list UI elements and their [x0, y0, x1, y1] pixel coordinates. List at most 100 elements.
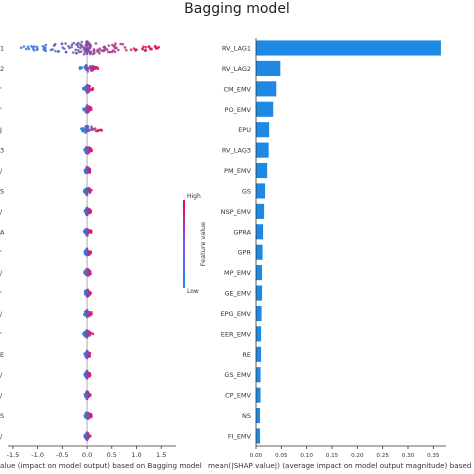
- beeswarm-row-label: ': [0, 106, 2, 114]
- bar-category-label: EPG_EMV: [221, 310, 252, 318]
- bar-category-label: GE_EMV: [224, 290, 251, 298]
- shap-point: [87, 129, 91, 133]
- colorbar: High Low Feature value: [183, 193, 207, 295]
- shap-point: [85, 314, 89, 317]
- shap-point: [88, 313, 92, 317]
- shap-point: [100, 49, 103, 52]
- bar-category-label: GPR: [238, 249, 252, 257]
- shap-point: [84, 131, 87, 134]
- beeswarm-panel: 1 2 ' ' J 3 / S / A ' / ' / ' E / / S / -1.5 -1.0 -0.5 0.0 0.5 1…: [0, 40, 207, 470]
- shap-point: [77, 41, 80, 45]
- bar-category-label: RV_LAG3: [222, 147, 251, 155]
- shap-point: [85, 124, 89, 128]
- shap-point: [85, 350, 89, 354]
- shap-point: [26, 45, 30, 48]
- shap-point: [80, 44, 83, 47]
- shap-point: [87, 330, 91, 334]
- shap-point: [82, 189, 86, 193]
- shap-point: [83, 47, 87, 51]
- bar-x-axis: 0.00 0.05 0.10 0.15 0.20 0.25 0.30 0.35: [250, 38, 446, 459]
- shap-point: [74, 48, 78, 52]
- shap-point: [85, 127, 89, 131]
- shap-point: [77, 48, 80, 52]
- shap-point: [113, 47, 117, 50]
- shap-point: [116, 48, 120, 52]
- colorbar-title: Feature value: [199, 222, 207, 266]
- shap-point: [84, 107, 88, 110]
- bar-category-label: RE: [242, 351, 251, 359]
- shap-point: [88, 168, 92, 171]
- shap-point: [106, 50, 110, 54]
- shap-point: [33, 45, 36, 48]
- bar: [256, 305, 262, 322]
- shap-point: [85, 104, 89, 107]
- bar: [256, 346, 262, 362]
- shap-point: [87, 48, 90, 52]
- shap-point: [157, 45, 161, 49]
- shap-point: [35, 45, 39, 49]
- beeswarm-tick-label: -1.0: [31, 451, 44, 459]
- beeswarm-x-axis: -1.5 -1.0 -0.5 0.0 0.5 1.0 1.5: [7, 445, 176, 459]
- bar-category-label: MP_EMV: [224, 269, 251, 277]
- bar-category-label: RV_LAG2: [222, 65, 251, 73]
- shap-point: [91, 88, 94, 92]
- shap-point: [91, 332, 95, 336]
- beeswarm-row-label: S: [0, 412, 4, 420]
- shap-point: [22, 45, 26, 48]
- shap-point: [94, 127, 97, 130]
- shap-point: [76, 45, 80, 49]
- shap-point: [91, 68, 95, 72]
- bar-panel: RV_LAG1 RV_LAG2 CM_EMV PO_EMV EPU RV_LAG3 PM_E…: [208, 38, 474, 470]
- shap-point: [114, 42, 117, 45]
- shap-point: [85, 187, 89, 190]
- bar-x-label: mean(|SHAP value|) (average impact on mo…: [208, 461, 474, 470]
- bar: [256, 122, 270, 138]
- shap-point: [94, 42, 98, 45]
- shap-point: [119, 42, 122, 46]
- bar-category-label: FI_EMV: [228, 433, 252, 441]
- beeswarm-x-label: SHAP value (impact on model output) base…: [0, 461, 202, 470]
- bar-category-label: EER_EMV: [221, 330, 252, 338]
- beeswarm-tick-label: 0.5: [107, 451, 117, 459]
- bar: [256, 203, 265, 219]
- shap-point: [54, 49, 57, 53]
- shap-point: [24, 47, 28, 51]
- shap-point: [85, 336, 89, 339]
- shap-point: [96, 67, 100, 71]
- shap-point: [85, 397, 89, 400]
- shap-point: [102, 49, 105, 52]
- shap-point: [98, 51, 101, 55]
- shap-point: [44, 43, 48, 47]
- shap-point: [97, 128, 100, 132]
- shap-point: [87, 42, 91, 45]
- shap-point: [83, 292, 87, 296]
- shap-point: [86, 147, 90, 150]
- shap-point: [36, 47, 39, 51]
- shap-point: [78, 67, 82, 71]
- shap-point: [30, 44, 33, 48]
- bar: [256, 183, 266, 199]
- bar-category-label: CP_EMV: [225, 392, 251, 400]
- shap-point: [80, 40, 84, 44]
- shap-point: [87, 294, 90, 298]
- bar-tick-label: 0.05: [275, 453, 288, 459]
- shap-point: [74, 51, 78, 55]
- beeswarm-row-label: S: [0, 187, 4, 195]
- shap-point: [88, 45, 92, 49]
- shap-point: [85, 210, 89, 213]
- shap-point: [86, 66, 90, 70]
- beeswarm-row-label: /: [0, 208, 3, 216]
- shap-point: [153, 44, 157, 48]
- shap-point: [86, 273, 89, 276]
- shap-point: [91, 52, 95, 56]
- beeswarm-row-label: ': [0, 85, 2, 93]
- shap-point: [70, 45, 73, 49]
- colorbar-gradient: [183, 200, 185, 288]
- shap-point: [43, 48, 46, 52]
- shap-point: [89, 413, 93, 417]
- bar: [256, 265, 263, 281]
- shap-point: [89, 229, 93, 233]
- shap-point: [90, 66, 93, 70]
- shap-point: [85, 232, 89, 236]
